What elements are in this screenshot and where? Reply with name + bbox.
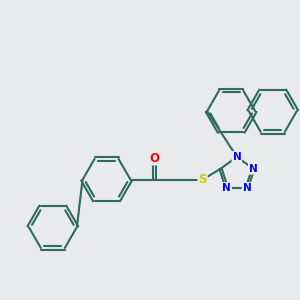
Text: O: O xyxy=(150,152,160,164)
Text: N: N xyxy=(243,183,251,193)
Text: N: N xyxy=(222,183,231,193)
Text: S: S xyxy=(198,173,207,186)
Text: N: N xyxy=(232,152,241,162)
Text: N: N xyxy=(249,164,258,174)
